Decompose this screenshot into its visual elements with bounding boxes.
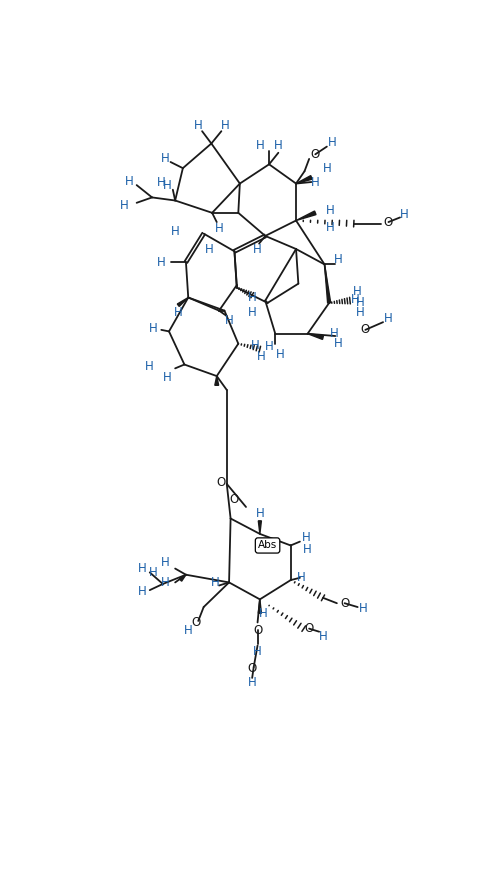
Text: H: H <box>171 225 180 238</box>
Text: H: H <box>145 361 154 373</box>
Polygon shape <box>324 265 331 303</box>
Polygon shape <box>296 176 312 184</box>
Text: H: H <box>211 576 219 589</box>
Text: H: H <box>399 208 408 221</box>
Text: H: H <box>253 242 262 256</box>
Text: H: H <box>163 371 172 385</box>
Text: H: H <box>204 242 214 256</box>
Text: H: H <box>326 204 335 217</box>
Text: H: H <box>161 153 169 165</box>
Polygon shape <box>177 297 188 306</box>
Text: H: H <box>276 348 285 361</box>
Text: H: H <box>274 139 283 152</box>
Polygon shape <box>180 575 186 582</box>
Text: H: H <box>328 136 336 149</box>
Text: H: H <box>161 576 169 589</box>
Text: H: H <box>194 118 203 131</box>
Text: H: H <box>334 252 343 266</box>
Text: H: H <box>319 630 327 643</box>
Text: O: O <box>192 616 201 629</box>
Polygon shape <box>258 599 262 614</box>
Text: H: H <box>149 566 158 579</box>
Text: O: O <box>311 147 320 161</box>
Text: H: H <box>157 256 166 268</box>
Text: H: H <box>303 543 312 556</box>
Polygon shape <box>308 334 324 339</box>
Text: H: H <box>138 585 146 599</box>
Text: H: H <box>251 338 260 352</box>
Text: H: H <box>157 176 166 188</box>
Text: H: H <box>334 337 343 350</box>
Polygon shape <box>258 521 262 534</box>
Text: O: O <box>340 597 349 610</box>
Text: H: H <box>163 179 172 193</box>
Text: H: H <box>248 676 256 689</box>
Text: O: O <box>304 622 314 635</box>
Text: H: H <box>138 562 146 575</box>
Text: O: O <box>230 493 239 506</box>
Text: H: H <box>215 222 223 234</box>
Text: H: H <box>248 306 256 320</box>
Text: Abs: Abs <box>258 541 277 551</box>
Text: H: H <box>257 350 266 363</box>
Text: H: H <box>149 321 158 335</box>
Text: H: H <box>359 602 367 615</box>
Text: H: H <box>323 162 331 175</box>
Polygon shape <box>215 376 219 385</box>
Text: H: H <box>356 306 364 320</box>
Text: H: H <box>311 176 320 188</box>
Text: H: H <box>221 118 229 131</box>
Text: H: H <box>161 556 169 569</box>
Text: H: H <box>353 285 362 297</box>
Text: H: H <box>125 175 133 187</box>
Text: H: H <box>184 623 192 637</box>
Text: H: H <box>248 291 256 304</box>
Text: H: H <box>255 139 264 152</box>
Text: H: H <box>297 571 306 584</box>
Text: H: H <box>120 199 129 211</box>
Text: H: H <box>356 297 364 309</box>
Text: H: H <box>330 327 339 340</box>
Text: H: H <box>255 507 264 519</box>
Text: O: O <box>253 623 262 637</box>
Text: H: H <box>174 306 182 320</box>
Text: O: O <box>384 216 393 228</box>
Text: H: H <box>302 531 311 544</box>
Text: H: H <box>326 221 335 234</box>
Text: O: O <box>361 323 370 337</box>
Text: O: O <box>248 662 257 675</box>
Text: H: H <box>253 646 262 658</box>
Text: H: H <box>265 340 274 353</box>
Polygon shape <box>296 211 316 220</box>
Text: H: H <box>225 314 233 327</box>
Text: H: H <box>384 312 393 325</box>
Text: O: O <box>217 476 226 488</box>
Text: H: H <box>259 607 267 620</box>
Text: H: H <box>351 292 360 305</box>
